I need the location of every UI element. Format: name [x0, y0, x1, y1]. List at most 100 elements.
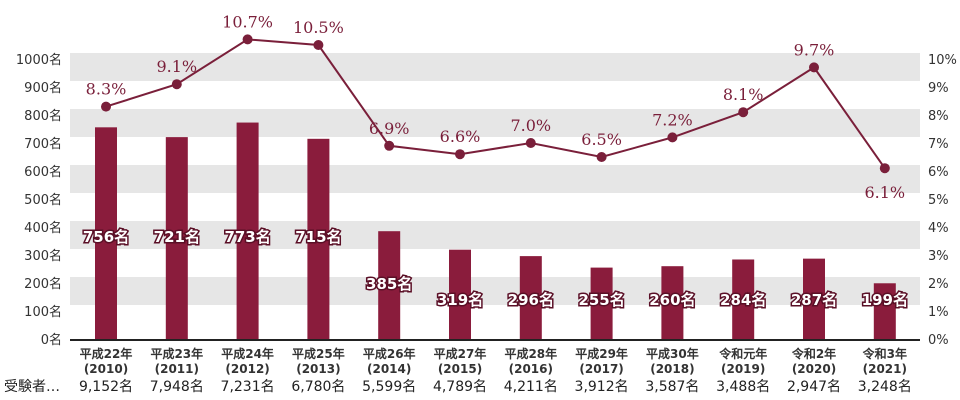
rate-value-label: 6.5%	[581, 130, 622, 149]
examinee-count: 5,599名	[362, 379, 416, 395]
bar-value-label: 721名	[154, 228, 200, 246]
bar-value-label: 715名	[295, 228, 341, 246]
category-label: 令和3年	[862, 346, 907, 361]
y-left-tick-label: 600名	[24, 164, 62, 180]
examinee-count: 6,780名	[291, 379, 345, 395]
y-left-tick-label: 100名	[24, 304, 62, 320]
category-year: (2016)	[509, 362, 553, 376]
rate-value-label: 7.2%	[652, 110, 693, 129]
bar	[803, 258, 825, 339]
rate-point	[596, 152, 607, 162]
y-left-tick-label: 1000名	[16, 52, 62, 68]
rate-point	[809, 62, 819, 73]
y-right-tick-label: 1%	[928, 305, 949, 320]
bar	[307, 138, 330, 339]
category-label: 平成29年	[575, 346, 628, 361]
rate-value-label: 9.1%	[156, 57, 197, 76]
rate-point	[455, 149, 465, 160]
category-label: 平成27年	[434, 346, 487, 361]
examinee-count: 7,948名	[150, 379, 204, 395]
examinee-count: 4,211名	[504, 379, 558, 395]
category-year: (2011)	[155, 362, 199, 376]
category-label: 平成22年	[80, 346, 133, 361]
y-right-tick-label: 6%	[928, 165, 949, 180]
bar	[732, 259, 755, 339]
rate-point	[101, 101, 111, 112]
y-right-tick-label: 5%	[928, 193, 949, 208]
bar-value-label: 260名	[649, 291, 695, 309]
rate-value-label: 7.0%	[510, 116, 551, 135]
y-right-tick-label: 2%	[928, 277, 949, 292]
bar	[165, 137, 188, 339]
bar-value-label: 255名	[578, 291, 624, 309]
bar	[661, 266, 684, 339]
y-right-tick-label: 8%	[928, 109, 949, 124]
rate-value-label: 6.1%	[864, 183, 905, 202]
rate-line	[105, 38, 886, 169]
bar	[873, 283, 896, 339]
examinee-count: 4,789名	[433, 379, 487, 395]
rate-point	[242, 34, 253, 45]
bar-value-label: 287名	[791, 291, 837, 309]
y-left-tick-label: 700名	[24, 136, 62, 152]
rate-point	[525, 138, 536, 148]
category-year: (2020)	[792, 362, 836, 376]
category-year: (2015)	[438, 362, 482, 376]
rate-value-label: 6.9%	[369, 119, 410, 138]
category-label: 平成24年	[221, 346, 274, 361]
rate-value-label: 10.5%	[293, 18, 344, 37]
rate-value-label: 10.7%	[222, 12, 273, 31]
y-right-tick-label: 7%	[928, 137, 949, 152]
bar	[449, 249, 471, 339]
category-label: 平成30年	[646, 346, 699, 361]
bar-value-label: 199名	[862, 291, 908, 309]
bar	[590, 267, 613, 339]
rate-point	[384, 140, 395, 151]
examinee-count: 3,488名	[716, 379, 770, 395]
examinee-count: 3,248名	[858, 379, 912, 395]
y-right-tick-label: 9%	[928, 81, 949, 96]
rate-point	[879, 163, 890, 174]
bar-value-label: 773名	[224, 228, 270, 246]
rate-point	[171, 79, 182, 90]
rate-point	[738, 107, 749, 118]
y-left-tick-label: 500名	[24, 192, 62, 208]
bar-value-label: 756名	[83, 228, 129, 246]
category-label: 平成25年	[292, 346, 345, 361]
category-label: 令和2年	[791, 346, 836, 361]
y-left-tick-label: 300名	[24, 248, 62, 264]
y-left-tick-label: 0名	[41, 332, 62, 348]
rate-value-label: 8.3%	[86, 80, 127, 99]
rate-point	[313, 40, 324, 50]
y-right-tick-label: 0%	[928, 333, 949, 348]
grid-band	[70, 221, 920, 249]
y-left-tick-label: 900名	[24, 80, 62, 96]
category-year: (2021)	[863, 362, 907, 376]
grid-band	[70, 277, 920, 305]
grid-band	[70, 165, 920, 193]
y-right-tick-label: 3%	[928, 249, 949, 264]
examinee-count: 9,152名	[79, 379, 133, 395]
bar-value-label: 319名	[437, 291, 483, 309]
category-year: (2010)	[84, 362, 128, 376]
category-year: (2018)	[650, 362, 694, 376]
bar-value-label: 296名	[508, 291, 554, 309]
bar-value-label: 284名	[720, 291, 766, 309]
examinees-label: 受験者…	[4, 379, 60, 395]
category-label: 平成23年	[150, 346, 203, 361]
rate-value-label: 8.1%	[723, 85, 764, 104]
rate-point	[667, 132, 678, 143]
rate-value-label: 6.6%	[440, 127, 481, 146]
grid-band	[70, 109, 920, 137]
bar-value-label: 385名	[366, 275, 412, 293]
category-year: (2017)	[579, 362, 623, 376]
grid-band	[70, 53, 920, 81]
category-year: (2013)	[296, 362, 340, 376]
category-label: 令和元年	[718, 346, 767, 361]
category-year: (2019)	[721, 362, 765, 376]
bar	[378, 231, 401, 339]
bar	[95, 127, 117, 339]
rate-value-label: 9.7%	[794, 40, 835, 59]
